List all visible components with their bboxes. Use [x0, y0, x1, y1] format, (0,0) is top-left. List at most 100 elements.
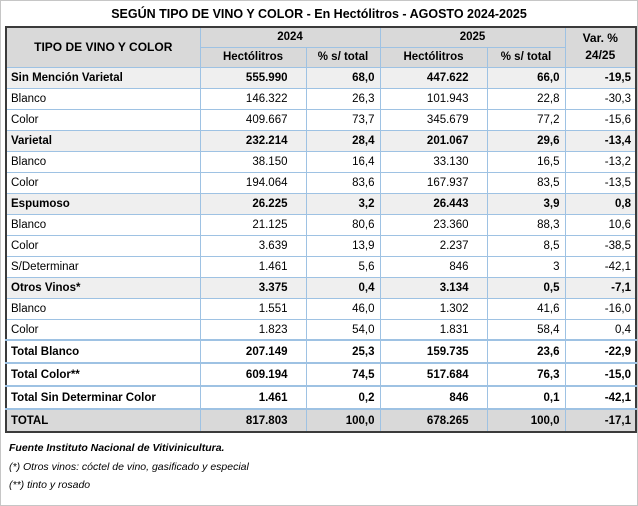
- hectolitros-2024: 1.461: [199, 255, 307, 278]
- pct-2024: 5,6: [305, 255, 381, 278]
- hectolitros-2024: 409.667: [199, 108, 307, 131]
- pct-2025: 0,1: [486, 385, 566, 410]
- pct-2025: 83,5: [486, 171, 566, 194]
- wine-data-table: TIPO DE VINO Y COLOR 2024 2025 Var. % 24…: [5, 26, 637, 434]
- table-body: Sin Mención Varietal 555.990 68,0 447.622 66…: [5, 66, 637, 433]
- hectolitros-2024: 207.149: [199, 339, 307, 364]
- pct-2025: 23,6: [486, 339, 566, 364]
- row-label: TOTAL: [5, 408, 201, 433]
- row-label: Varietal: [5, 129, 201, 152]
- row-label: Sin Mención Varietal: [5, 66, 201, 89]
- pct-2025: 22,8: [486, 87, 566, 110]
- footnote-source: Fuente Instituto Nacional de Vitivinicul…: [9, 442, 225, 455]
- hectolitros-2025: 101.943: [379, 87, 488, 110]
- hectolitros-2024: 1.823: [199, 318, 307, 341]
- var-pct: -42,1: [564, 255, 637, 278]
- hectolitros-2025: 345.679: [379, 108, 488, 131]
- table-row: Blanco 38.150 16,4 33.130 16,5 -13,2: [5, 150, 637, 173]
- pct-2024: 3,2: [305, 192, 381, 215]
- hectolitros-2024: 232.214: [199, 129, 307, 152]
- table-row: Total Blanco 207.149 25,3 159.735 23,6 -22,9: [5, 339, 637, 364]
- var-pct: 0,8: [564, 192, 637, 215]
- row-label: Blanco: [5, 150, 201, 173]
- hectolitros-2025: 447.622: [379, 66, 488, 89]
- pct-2025: 76,3: [486, 362, 566, 387]
- row-label: Color: [5, 318, 201, 341]
- pct-2024: 68,0: [305, 66, 381, 89]
- pct-2024: 46,0: [305, 297, 381, 320]
- subheader-pct-total-2024: % s/ total: [305, 46, 381, 68]
- corner-header: TIPO DE VINO Y COLOR: [5, 26, 201, 68]
- table-row: Total Sin Determinar Color 1.461 0,2 846 0,1…: [5, 385, 637, 410]
- var-percent-line2: 24/25: [585, 48, 616, 63]
- hectolitros-2025: 2.237: [379, 234, 488, 257]
- pct-2025: 29,6: [486, 129, 566, 152]
- var-pct: -15,6: [564, 108, 637, 131]
- hectolitros-2024: 194.064: [199, 171, 307, 194]
- var-pct: 10,6: [564, 213, 637, 236]
- hectolitros-2025: 517.684: [379, 362, 488, 387]
- var-pct: -16,0: [564, 297, 637, 320]
- hectolitros-2025: 23.360: [379, 213, 488, 236]
- hectolitros-2025: 1.302: [379, 297, 488, 320]
- hectolitros-2025: 201.067: [379, 129, 488, 152]
- row-label: Color: [5, 108, 201, 131]
- table-row: Varietal 232.214 28,4 201.067 29,6 -13,4: [5, 129, 637, 152]
- table-row: Otros Vinos* 3.375 0,4 3.134 0,5 -7,1: [5, 276, 637, 299]
- pct-2024: 26,3: [305, 87, 381, 110]
- pct-2024: 25,3: [305, 339, 381, 364]
- table-row: Color 194.064 83,6 167.937 83,5 -13,5: [5, 171, 637, 194]
- var-pct: -13,4: [564, 129, 637, 152]
- pct-2025: 16,5: [486, 150, 566, 173]
- table-row: Espumoso 26.225 3,2 26.443 3,9 0,8: [5, 192, 637, 215]
- pct-2024: 74,5: [305, 362, 381, 387]
- row-label: Blanco: [5, 87, 201, 110]
- var-pct: -7,1: [564, 276, 637, 299]
- hectolitros-2024: 38.150: [199, 150, 307, 173]
- pct-2024: 100,0: [305, 408, 381, 433]
- row-label: Espumoso: [5, 192, 201, 215]
- hectolitros-2025: 1.831: [379, 318, 488, 341]
- pct-2024: 54,0: [305, 318, 381, 341]
- row-label: Color: [5, 171, 201, 194]
- hectolitros-2025: 26.443: [379, 192, 488, 215]
- pct-2025: 58,4: [486, 318, 566, 341]
- hectolitros-2024: 1.551: [199, 297, 307, 320]
- pct-2024: 0,2: [305, 385, 381, 410]
- pct-2024: 16,4: [305, 150, 381, 173]
- var-percent-header: Var. % 24/25: [564, 26, 637, 68]
- row-label: S/Determinar: [5, 255, 201, 278]
- footnotes: Fuente Instituto Nacional de Vitivinicul…: [9, 439, 637, 494]
- row-label: Color: [5, 234, 201, 257]
- table-row: Color 409.667 73,7 345.679 77,2 -15,6: [5, 108, 637, 131]
- subheader-pct-total-2025: % s/ total: [486, 46, 566, 68]
- pct-2025: 8,5: [486, 234, 566, 257]
- var-percent-line1: Var. %: [582, 31, 618, 45]
- var-pct: -13,5: [564, 171, 637, 194]
- pct-2024: 80,6: [305, 213, 381, 236]
- hectolitros-2024: 3.639: [199, 234, 307, 257]
- pct-2025: 77,2: [486, 108, 566, 131]
- hectolitros-2025: 3.134: [379, 276, 488, 299]
- hectolitros-2025: 678.265: [379, 408, 488, 433]
- pct-2024: 13,9: [305, 234, 381, 257]
- pct-2024: 28,4: [305, 129, 381, 152]
- var-pct: -38,5: [564, 234, 637, 257]
- var-pct: -17,1: [564, 408, 637, 433]
- footnote-otros-vinos: (*) Otros vinos: cóctel de vino, gasific…: [9, 460, 249, 473]
- var-pct: -42,1: [564, 385, 637, 410]
- hectolitros-2025: 846: [379, 255, 488, 278]
- pct-2025: 88,3: [486, 213, 566, 236]
- table-title: SEGÚN TIPO DE VINO Y COLOR - En Hectólit…: [111, 7, 527, 21]
- hectolitros-2025: 33.130: [379, 150, 488, 173]
- hectolitros-2024: 146.322: [199, 87, 307, 110]
- table-row: Color 3.639 13,9 2.237 8,5 -38,5: [5, 234, 637, 257]
- pct-2025: 3: [486, 255, 566, 278]
- pct-2025: 100,0: [486, 408, 566, 433]
- row-label: Blanco: [5, 297, 201, 320]
- table-row: Total Color** 609.194 74,5 517.684 76,3 -15,0: [5, 362, 637, 387]
- subheader-hectolitros-2024: Hectólitros: [199, 46, 307, 68]
- pct-2025: 41,6: [486, 297, 566, 320]
- hectolitros-2025: 167.937: [379, 171, 488, 194]
